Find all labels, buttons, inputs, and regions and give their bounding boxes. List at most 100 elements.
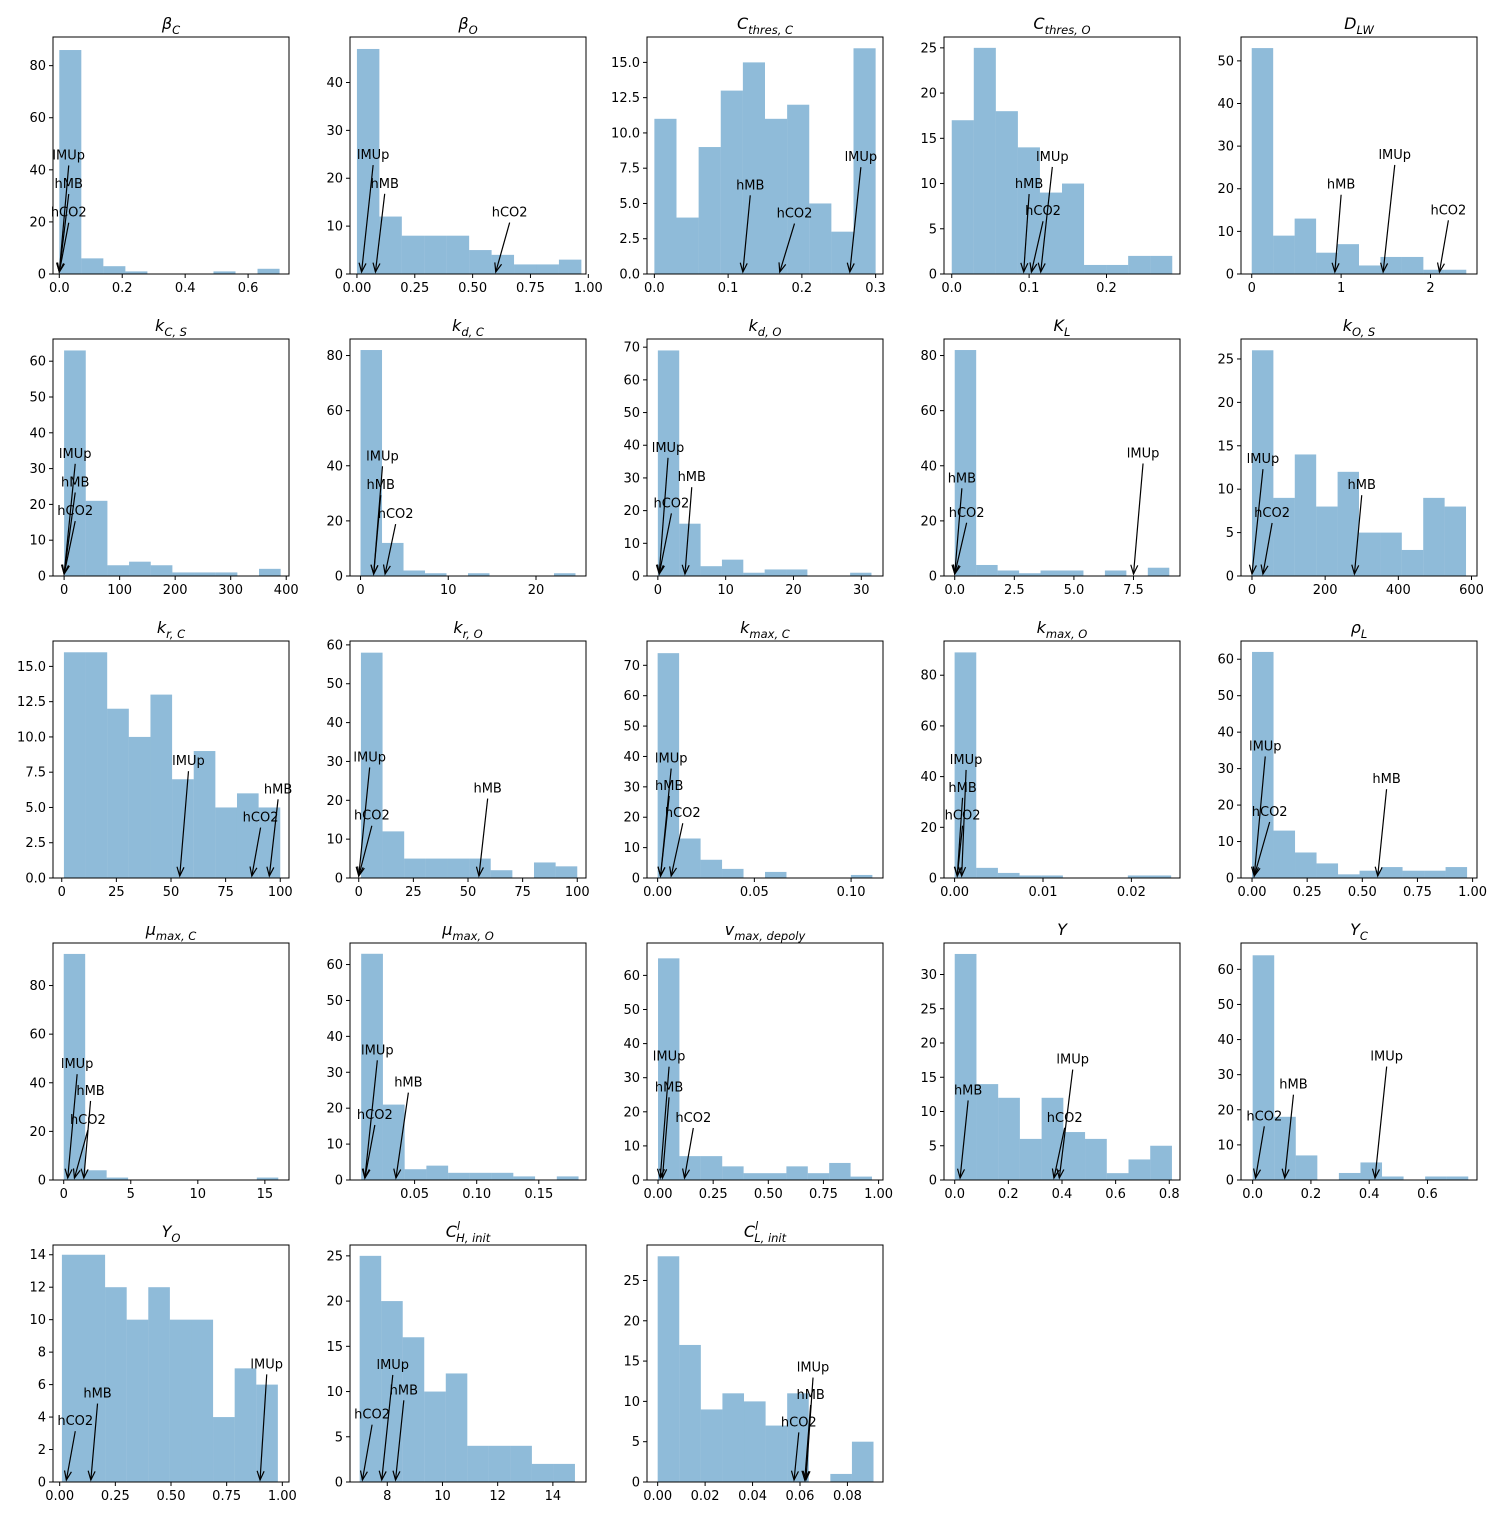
x-tick-label: 5 <box>127 1187 135 1202</box>
y-tick-label: 5.0 <box>619 197 640 212</box>
histogram-bar <box>997 570 1020 576</box>
y-tick-label: 20 <box>920 87 937 102</box>
y-tick-label: 0 <box>38 1476 46 1491</box>
y-tick-label: 5 <box>632 1435 640 1450</box>
annotation-arrow <box>478 798 489 877</box>
y-tick-label: 5.0 <box>25 801 46 816</box>
annotation-hmb: hMB <box>736 178 764 274</box>
annotation-hmb: hMB <box>1372 772 1401 878</box>
annotation-label: hMB <box>473 782 501 797</box>
x-tick-label: 0.25 <box>101 1489 130 1504</box>
annotation-label: hCO2 <box>243 811 279 826</box>
annotation-arrowhead <box>475 866 484 878</box>
y-tick-label: 25 <box>326 1249 343 1264</box>
chart-title: kmax, O <box>1037 618 1088 641</box>
annotation-hmb: hMB <box>76 1084 105 1180</box>
y-tick-label: 6 <box>38 1378 46 1393</box>
histogram-bar <box>1380 256 1402 274</box>
x-tick-label: 0.2 <box>1096 281 1117 296</box>
histogram-bar <box>510 1445 532 1482</box>
annotation-arrowhead <box>681 564 690 576</box>
y-tick-label: 0.0 <box>25 872 46 887</box>
axes-frame <box>646 1244 884 1483</box>
histogram-bar <box>382 542 404 576</box>
histogram-bar <box>382 1104 405 1180</box>
annotation-label: hMB <box>1348 478 1376 493</box>
annotation-arrowhead <box>362 1168 371 1180</box>
y-tick-label: 0 <box>1226 1174 1234 1189</box>
axes-frame <box>943 36 1181 275</box>
x-tick-label: 25 <box>108 885 125 900</box>
histogram-bar <box>742 62 765 275</box>
histogram-bar <box>679 1156 701 1180</box>
histogram-bar <box>1147 567 1170 576</box>
annotation-arrow <box>395 1092 409 1179</box>
histogram-bar <box>1444 269 1467 274</box>
annotation-arrow <box>1334 194 1342 273</box>
annotation-arrow <box>58 193 70 273</box>
x-tick-label: 0.50 <box>157 1489 186 1504</box>
annotation-label: hCO2 <box>378 507 414 522</box>
annotation-arrowhead <box>1331 262 1340 274</box>
annotation-arrow <box>1382 164 1396 273</box>
x-tick-label: 0 <box>654 583 662 598</box>
annotation-hmb: hMB <box>264 782 292 878</box>
annotation-arrowhead <box>72 1168 81 1180</box>
annotation-arrow <box>954 522 968 575</box>
y-tick-label: 40 <box>920 459 937 474</box>
annotation-lmup: lMUp <box>250 1357 283 1482</box>
x-tick-label: 200 <box>1313 583 1338 598</box>
histogram-bar <box>1273 497 1295 576</box>
annotation-hmb: hMB <box>390 1383 418 1482</box>
histogram-bar <box>720 90 743 274</box>
annotation-arrowhead <box>1248 564 1257 576</box>
annotation-arrowhead <box>1351 564 1360 576</box>
annotation-arrowhead <box>61 564 70 576</box>
histogram-panel: 0.0 2.5 5.0 7.5 0 20 40 60 80 KL hMB hCO2 lMUp <box>920 316 1181 598</box>
axes-frame <box>349 36 587 275</box>
annotation-lmup: lMUp <box>797 1361 829 1482</box>
y-tick-label: 0 <box>929 872 937 887</box>
y-tick-label: 0 <box>335 570 343 585</box>
y-tick-label: 25 <box>1217 352 1234 367</box>
y-tick-label: 50 <box>623 720 640 735</box>
axes-frame <box>943 640 1181 879</box>
y-tick-label: 30 <box>29 462 46 477</box>
y-tick-label: 10 <box>623 841 640 856</box>
histogram-bar <box>553 1463 575 1482</box>
histogram-bar <box>150 694 173 878</box>
x-tick-label: 0.0 <box>944 1187 965 1202</box>
annotation-label: hCO2 <box>777 207 813 222</box>
histogram-panel: 0 100 200 300 400 0 10 20 30 40 50 60 kC, S lMUp hMB hC… <box>29 316 298 598</box>
histogram-bar <box>765 1173 787 1180</box>
histogram-bar <box>467 1445 489 1482</box>
y-tick-label: 40 <box>29 163 46 178</box>
x-tick-label: 0.75 <box>809 1187 838 1202</box>
x-tick-label: 1.00 <box>864 1187 893 1202</box>
annotation-arrow <box>268 799 279 877</box>
histogram-bar <box>468 573 490 576</box>
x-tick-label: 0.6 <box>1105 1187 1126 1202</box>
annotation-label: hMB <box>394 1076 422 1091</box>
annotation-arrow <box>849 167 862 273</box>
chart-title: kr, C <box>157 618 185 641</box>
annotation-label: lMUp <box>172 754 205 769</box>
annotation-label: hCO2 <box>945 809 981 824</box>
y-tick-label: 60 <box>326 404 343 419</box>
x-tick-label: 0.2 <box>998 1187 1019 1202</box>
annotation-arrowhead <box>669 866 678 878</box>
x-tick-label: 0.2 <box>112 281 133 296</box>
axes-frame <box>1240 942 1478 1181</box>
axes-frame <box>349 942 587 1181</box>
histogram-bar <box>83 1254 106 1482</box>
histogram-bar <box>491 1172 514 1180</box>
histogram-bar <box>125 271 148 274</box>
annotation-label: hMB <box>1327 178 1355 193</box>
annotation-label: hMB <box>1372 772 1400 787</box>
histogram-bar <box>85 652 108 878</box>
annotation-label: lMUp <box>1036 150 1069 165</box>
y-tick-label: 40 <box>29 1076 46 1091</box>
histogram-bar <box>169 1319 192 1482</box>
x-tick-label: 100 <box>565 885 590 900</box>
histogram-bar <box>425 573 447 576</box>
